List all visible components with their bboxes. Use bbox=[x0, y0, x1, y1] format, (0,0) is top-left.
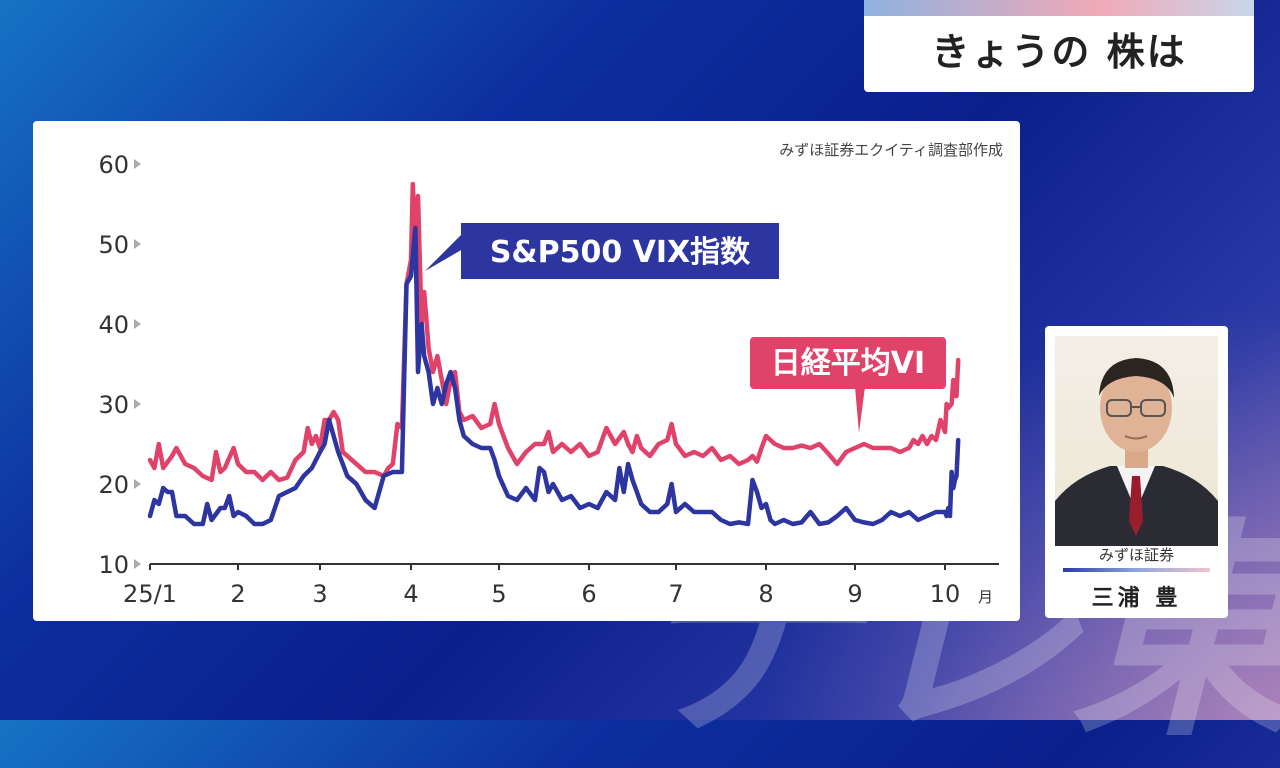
y-tick-label: 60 bbox=[98, 151, 129, 179]
y-tick-marker bbox=[134, 239, 141, 249]
x-tick-label: 4 bbox=[403, 580, 418, 608]
commentator-photo bbox=[1055, 336, 1218, 546]
chart-source: みずほ証券エクイティ調査部作成 bbox=[779, 141, 1003, 159]
y-tick-marker bbox=[134, 559, 141, 569]
nikkei-vi-line bbox=[147, 181, 961, 483]
x-tick-label: 2 bbox=[230, 580, 245, 608]
y-tick-marker bbox=[134, 399, 141, 409]
commentator-affiliation: みずほ証券 bbox=[1098, 546, 1174, 564]
x-tick-label: 8 bbox=[758, 580, 773, 608]
x-tick-label: 10 bbox=[930, 580, 961, 608]
y-tick-label: 50 bbox=[98, 231, 129, 259]
y-tick-marker bbox=[134, 479, 141, 489]
vix-callout-box bbox=[461, 223, 779, 279]
nikkei-callout-pointer bbox=[855, 387, 865, 433]
x-unit-label: 月 bbox=[978, 588, 993, 606]
y-tick-marker bbox=[134, 319, 141, 329]
sp500-vix-line bbox=[147, 225, 961, 527]
commentator-name: 三浦 豊 bbox=[1091, 586, 1182, 611]
y-tick-label: 20 bbox=[98, 471, 129, 499]
y-tick-label: 10 bbox=[98, 551, 129, 579]
commentator-card: みずほ証券 三浦 豊 bbox=[1045, 326, 1228, 618]
title-accent-strip bbox=[864, 0, 1254, 16]
vix-callout-pointer bbox=[425, 233, 463, 271]
y-tick-label: 30 bbox=[98, 391, 129, 419]
nikkei-callout-box bbox=[750, 337, 946, 389]
vix-callout-label: S&P500 VIX指数 bbox=[490, 235, 751, 270]
y-tick-label: 40 bbox=[98, 311, 129, 339]
y-tick-marker bbox=[134, 159, 141, 169]
chart-card: みずほ証券エクイティ調査部作成 60 50 40 30 20 10 25/1 2 3 4 5 6 7 8 9… bbox=[33, 121, 1020, 621]
x-tick-label: 7 bbox=[668, 580, 683, 608]
x-tick-label: 25/1 bbox=[123, 580, 177, 608]
x-tick-label: 5 bbox=[491, 580, 506, 608]
x-tick-label: 9 bbox=[847, 580, 862, 608]
title-box: きょうの 株は bbox=[864, 0, 1254, 92]
page-title: きょうの 株は bbox=[931, 30, 1187, 74]
x-tick-label: 3 bbox=[312, 580, 327, 608]
affiliation-divider bbox=[1063, 568, 1210, 572]
x-tick-label: 6 bbox=[581, 580, 596, 608]
nikkei-callout-label: 日経平均VI bbox=[771, 346, 925, 381]
